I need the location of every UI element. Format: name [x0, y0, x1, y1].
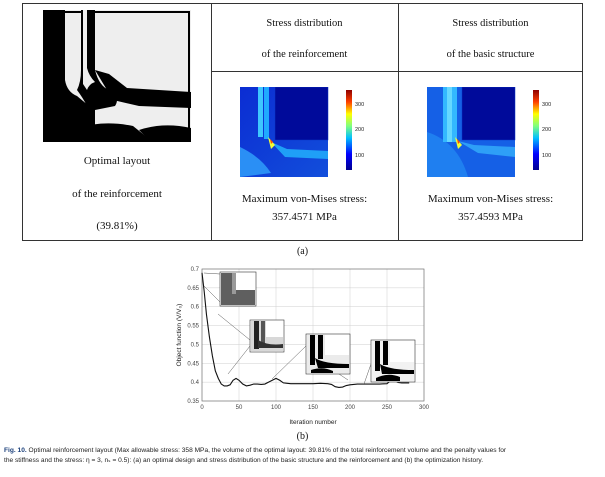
x-axis-label: Iteration number [289, 419, 337, 426]
inset-iteration-3 [305, 333, 351, 375]
row-divider [211, 71, 582, 72]
y-tick-label: 0.7 [191, 267, 200, 273]
reinforcement-header-line2: of the reinforcement [261, 49, 348, 60]
layout-title-line2: of the reinforcement [72, 188, 162, 200]
y-tick-label: 0.4 [191, 380, 200, 386]
result-table: Optimal layout of the reinforcement (39.… [22, 3, 583, 241]
basic-header-line1: Stress distribution [452, 18, 529, 29]
reinforcement-max-value: 357.4571 MPa [272, 211, 337, 223]
inset-iteration-1 [219, 271, 257, 307]
x-tick-label: 300 [419, 405, 430, 411]
series-line [201, 272, 410, 388]
colorbar-tick: 200 [542, 127, 551, 133]
x-tick-label: 0 [200, 405, 204, 411]
colorbar-tick: 200 [355, 127, 364, 133]
basic-header-line2: of the basic structure [446, 49, 535, 60]
caption-text: Optimal reinforcement layout (Max allowa… [26, 447, 507, 454]
inset-iteration-4 [370, 339, 416, 383]
x-tick-label: 200 [345, 405, 356, 411]
y-tick-label: 0.55 [187, 324, 199, 330]
figure-caption-line2: the stiffness and the stress: η = 3, nₛ … [4, 457, 484, 464]
layout-title-line1: Optimal layout [83, 155, 151, 167]
x-tick-label: 100 [271, 405, 282, 411]
basic-max-value: 357.4593 MPa [458, 211, 523, 223]
optimal-layout-image [43, 10, 191, 142]
y-tick-label: 0.5 [191, 342, 200, 348]
plot-frame [201, 268, 425, 402]
x-tick-label: 250 [382, 405, 393, 411]
x-tick-label: 150 [308, 405, 319, 411]
column-divider [211, 4, 212, 240]
colorbar-tick: 100 [542, 153, 551, 159]
column-divider [398, 4, 399, 240]
colorbar-tick: 300 [542, 102, 551, 108]
basic-max-label: Maximum von-Mises stress: [427, 193, 554, 205]
layout-percent: (39.81%) [96, 220, 138, 232]
panel-a-label: (a) [296, 246, 309, 257]
reinforcement-stress-map: 300 200 100 [240, 87, 364, 177]
y-axis-label: Object function (V/V₀) [176, 304, 183, 367]
reinforcement-max-label: Maximum von-Mises stress: [241, 193, 368, 205]
figure-number: Fig. 10. [4, 447, 27, 454]
colorbar-tick: 100 [355, 153, 364, 159]
panel-b-label: (b) [296, 431, 309, 442]
optimization-history-chart: 0.35 0.4 0.45 0.5 0.55 0.6 0.65 0.7 0 50 100 150 20… [176, 267, 430, 426]
colorbar-tick: 300 [355, 102, 364, 108]
y-tick-label: 0.65 [187, 286, 199, 292]
y-tick-label: 0.45 [187, 361, 199, 367]
basic-structure-stress-map: 300 200 100 [427, 87, 551, 177]
x-tick-label: 50 [236, 405, 243, 411]
y-tick-label: 0.35 [187, 399, 199, 405]
y-tick-label: 0.6 [191, 305, 200, 311]
inset-iteration-2 [249, 319, 285, 353]
reinforcement-header-line1: Stress distribution [266, 18, 343, 29]
figure-caption-line1: Fig. 10. Optimal reinforcement layout (M… [4, 446, 506, 455]
